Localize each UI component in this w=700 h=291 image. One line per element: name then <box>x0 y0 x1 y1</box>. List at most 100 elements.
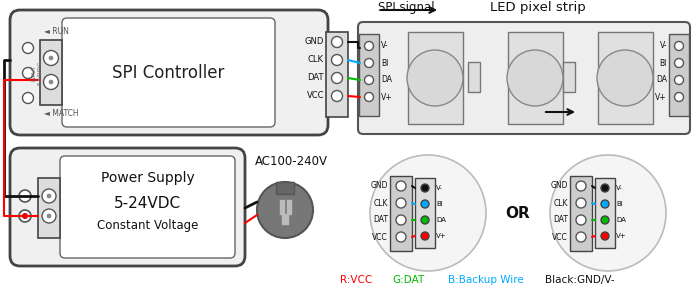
Text: VCC: VCC <box>372 233 388 242</box>
Circle shape <box>675 75 683 84</box>
Text: DAT: DAT <box>553 216 568 224</box>
Circle shape <box>22 42 34 54</box>
Circle shape <box>19 190 31 202</box>
Circle shape <box>675 58 683 68</box>
Text: B:Backup Wire: B:Backup Wire <box>448 275 524 285</box>
Text: DA: DA <box>616 217 626 223</box>
Circle shape <box>43 74 59 90</box>
Bar <box>282 214 288 224</box>
Text: CLK: CLK <box>554 198 568 207</box>
Text: V-: V- <box>616 185 623 191</box>
Circle shape <box>365 58 374 68</box>
Circle shape <box>22 93 34 104</box>
Text: BI: BI <box>659 58 667 68</box>
Text: V-: V- <box>436 185 443 191</box>
Circle shape <box>576 215 586 225</box>
Circle shape <box>675 93 683 102</box>
Text: Power Supply: Power Supply <box>101 171 195 185</box>
Bar <box>613 64 637 92</box>
Text: DAT: DAT <box>307 74 324 83</box>
Text: OR: OR <box>505 205 531 221</box>
Text: G:DAT: G:DAT <box>392 275 424 285</box>
Text: CLK: CLK <box>374 198 388 207</box>
Circle shape <box>597 50 653 106</box>
Circle shape <box>22 213 28 219</box>
Circle shape <box>43 51 59 65</box>
Circle shape <box>396 215 406 225</box>
Circle shape <box>49 80 53 84</box>
FancyBboxPatch shape <box>10 10 328 135</box>
Circle shape <box>601 184 609 192</box>
Circle shape <box>507 50 563 106</box>
Bar <box>468 62 480 92</box>
Circle shape <box>49 56 53 60</box>
Circle shape <box>421 232 429 240</box>
Bar <box>326 32 348 117</box>
Circle shape <box>19 210 31 222</box>
Circle shape <box>396 232 406 242</box>
Circle shape <box>396 198 406 208</box>
Circle shape <box>42 189 56 203</box>
Circle shape <box>601 200 609 208</box>
FancyBboxPatch shape <box>60 156 235 258</box>
Text: V+: V+ <box>436 233 447 239</box>
FancyBboxPatch shape <box>62 18 275 127</box>
Circle shape <box>332 36 342 47</box>
Bar <box>423 64 447 92</box>
Circle shape <box>407 50 463 106</box>
Text: DAT: DAT <box>373 216 388 224</box>
Text: DA: DA <box>381 75 392 84</box>
Bar <box>408 32 463 124</box>
Bar <box>38 178 60 238</box>
Circle shape <box>365 42 374 51</box>
Bar <box>359 34 379 116</box>
Circle shape <box>47 194 51 198</box>
Text: V+: V+ <box>616 233 626 239</box>
Bar <box>276 182 294 194</box>
Text: V-: V- <box>381 42 388 51</box>
Circle shape <box>42 209 56 223</box>
Text: R:VCC: R:VCC <box>340 275 372 285</box>
Circle shape <box>421 216 429 224</box>
Text: BI: BI <box>436 201 442 207</box>
Circle shape <box>332 72 342 84</box>
Circle shape <box>576 232 586 242</box>
Text: SPI signal: SPI signal <box>378 1 435 15</box>
Circle shape <box>421 184 429 192</box>
Text: BI: BI <box>616 201 623 207</box>
Circle shape <box>601 216 609 224</box>
Circle shape <box>257 182 313 238</box>
Bar <box>523 64 547 92</box>
Bar <box>508 32 563 124</box>
Text: VCC: VCC <box>552 233 568 242</box>
Bar <box>415 178 435 248</box>
Text: 5-24VDC: 5-24VDC <box>114 196 181 210</box>
Bar <box>280 200 284 214</box>
Bar <box>669 34 689 116</box>
Text: DA: DA <box>656 75 667 84</box>
Circle shape <box>365 93 374 102</box>
Bar <box>563 62 575 92</box>
Text: GND: GND <box>304 38 324 47</box>
Bar <box>40 40 62 105</box>
Bar <box>595 178 615 248</box>
Text: CLK: CLK <box>308 56 324 65</box>
Circle shape <box>365 75 374 84</box>
Text: LED pixel strip: LED pixel strip <box>490 1 586 15</box>
Circle shape <box>675 42 683 51</box>
Circle shape <box>370 155 486 271</box>
Circle shape <box>576 181 586 191</box>
Circle shape <box>576 198 586 208</box>
Text: INPUT
5-24VDC: INPUT 5-24VDC <box>32 60 43 85</box>
Text: GND: GND <box>370 182 388 191</box>
Text: V+: V+ <box>381 93 393 102</box>
Text: AC100-240V: AC100-240V <box>255 155 328 168</box>
Text: Black:GND/V-: Black:GND/V- <box>545 275 615 285</box>
Text: Constant Voltage: Constant Voltage <box>97 219 198 233</box>
Text: V-: V- <box>659 42 667 51</box>
Circle shape <box>22 68 34 79</box>
Text: ◄ MATCH: ◄ MATCH <box>44 109 78 118</box>
Text: SPI Controller: SPI Controller <box>112 63 225 81</box>
Text: V+: V+ <box>655 93 667 102</box>
Text: BI: BI <box>381 58 388 68</box>
